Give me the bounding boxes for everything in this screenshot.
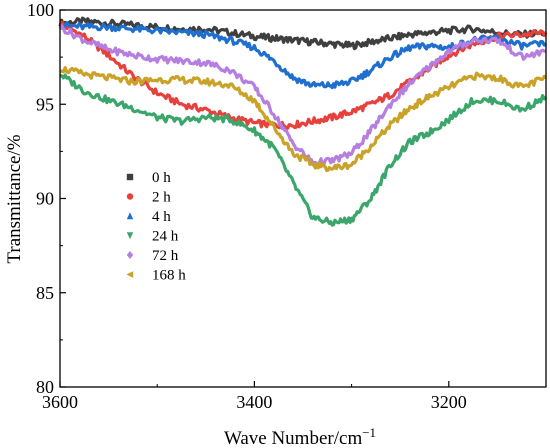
y-tick-label: 90: [36, 189, 54, 209]
y-axis-label: Transmittance/%: [4, 134, 25, 263]
legend-item: 168 h: [126, 268, 186, 284]
legend-marker: [126, 271, 134, 278]
legend-marker: [126, 232, 134, 240]
legend-item: 0 h: [126, 170, 171, 186]
x-axis-label-superscript: −1: [362, 425, 376, 440]
legend-label: 4 h: [152, 209, 171, 225]
x-tick-label: 3200: [431, 392, 467, 412]
legend-marker: [126, 173, 134, 181]
legend-label: 0 h: [152, 170, 171, 186]
legend-item: 2 h: [126, 190, 171, 206]
y-tick-label: 95: [36, 94, 54, 114]
series-layer: [58, 16, 548, 227]
y-tick-label: 100: [27, 0, 54, 20]
legend-item: 4 h: [126, 209, 171, 225]
series-line-0h: [58, 16, 547, 51]
legend-marker: [126, 193, 134, 200]
legend-label: 72 h: [152, 248, 179, 264]
legend-marker: [126, 251, 134, 259]
legend: 0 h 2 h 4 h 24 h 72 h 168 h: [126, 170, 186, 284]
legend-label: 24 h: [152, 229, 179, 245]
legend-label: 2 h: [152, 190, 171, 206]
series-line-168h: [59, 66, 548, 173]
legend-item: 24 h: [126, 229, 179, 245]
x-axis-label-text: Wave Number/cm: [224, 428, 363, 448]
y-tick-label: 80: [36, 377, 54, 397]
legend-label: 168 h: [152, 268, 186, 284]
y-tick-label: 85: [36, 283, 54, 303]
legend-marker: [126, 212, 134, 220]
x-tick-label: 3400: [236, 392, 272, 412]
series-line-24h: [59, 73, 548, 227]
x-tick-label: 3600: [42, 392, 78, 412]
series-line-72h: [58, 24, 547, 167]
legend-item: 72 h: [126, 248, 179, 264]
x-axis-label: Wave Number/cm−1: [224, 425, 376, 448]
series-line-2h: [58, 20, 548, 130]
ticks-layer: 3600 3400 3200 80 85 90 95 100: [27, 0, 547, 412]
